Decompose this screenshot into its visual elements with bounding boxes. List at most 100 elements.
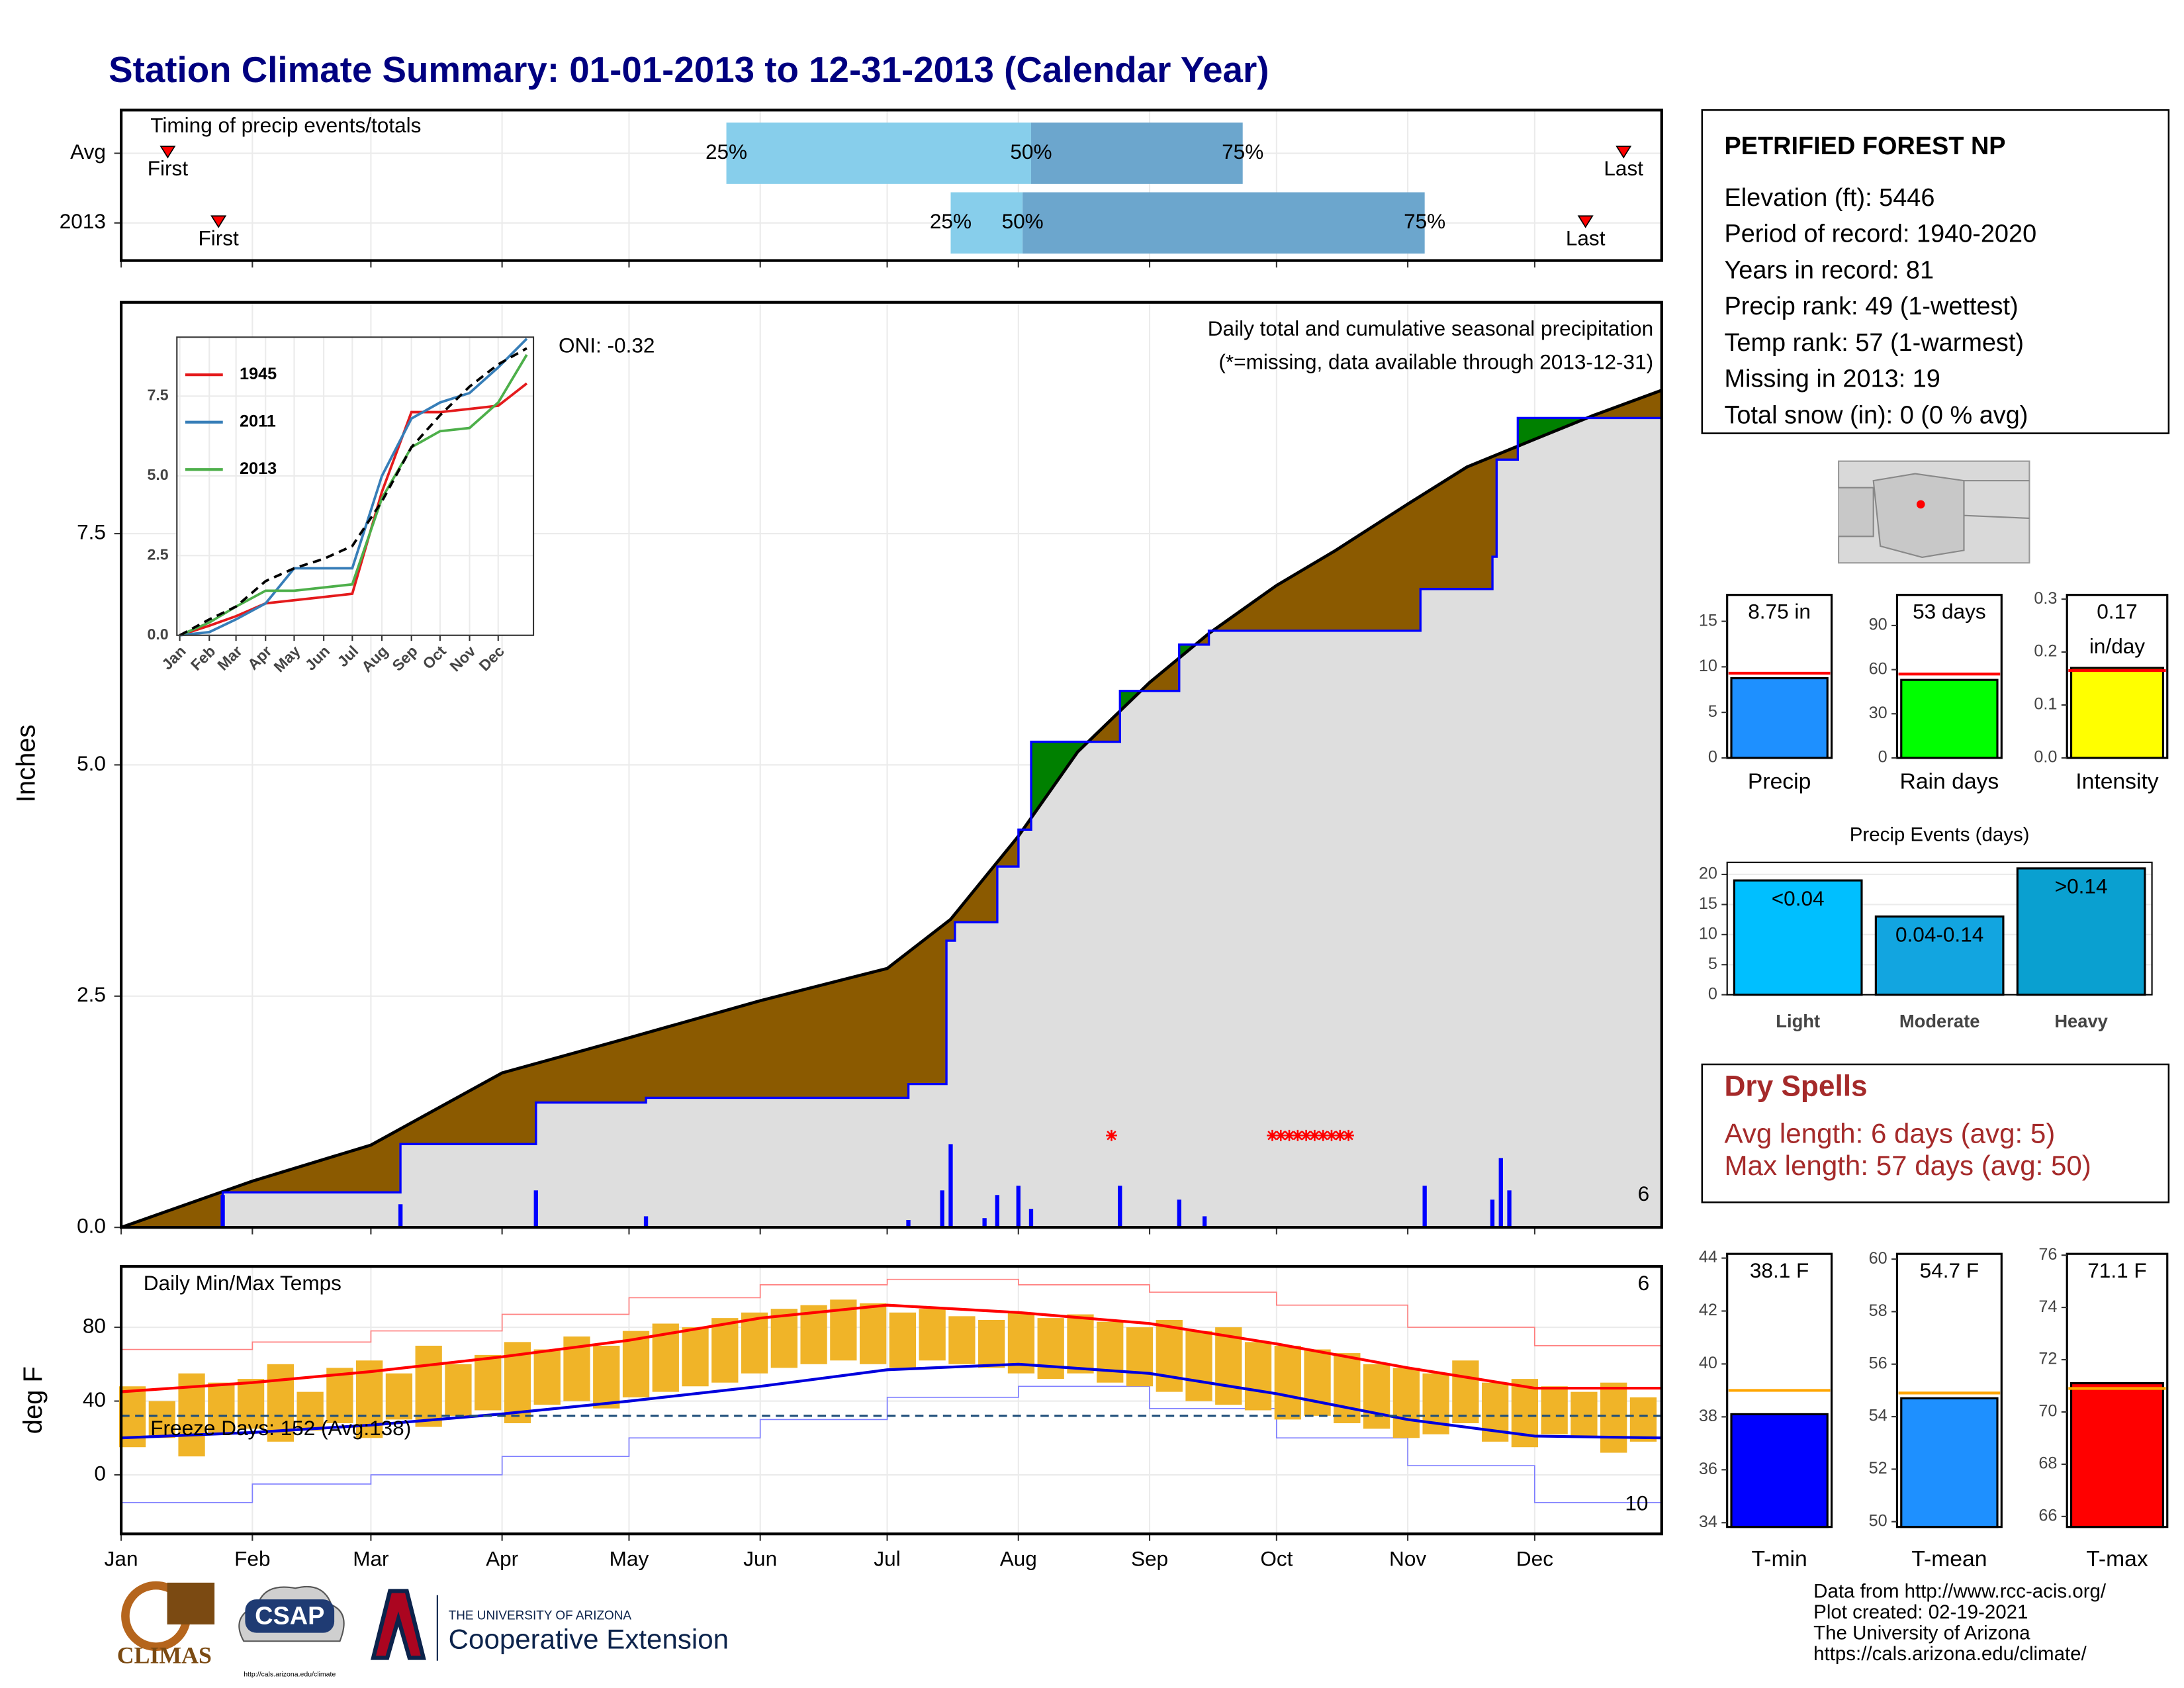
daily-bar	[398, 1204, 403, 1228]
daily-bar	[1422, 1186, 1427, 1228]
bin-label: <0.04	[1772, 886, 1825, 910]
daily-range-bar	[889, 1312, 917, 1368]
y-tick-label: 0	[94, 1461, 106, 1485]
daily-range-bar	[208, 1382, 235, 1434]
missing-marker	[1283, 1129, 1295, 1141]
series-line	[179, 338, 528, 637]
summary-bar	[1900, 1397, 1999, 1528]
value-label: 54.7 F	[1920, 1258, 1979, 1282]
y-tick-label: 80	[83, 1313, 106, 1337]
summary-bar	[2070, 1382, 2165, 1528]
y-tick-label: 7.5	[77, 520, 106, 543]
daily-range-bar	[475, 1354, 502, 1411]
dry-spells-line: Avg length: 6 days (avg: 5)	[1724, 1117, 2055, 1149]
daily-bar	[1028, 1209, 1034, 1228]
base-area	[121, 418, 1662, 1228]
chart-subtitle: (*=missing, data available through 2013-…	[1218, 350, 1653, 374]
y-tick-label: 20	[1699, 865, 1717, 883]
daily-range-bar	[978, 1319, 1005, 1368]
y-tick-label: 0.3	[2034, 589, 2057, 608]
y-tick-label: 10	[1699, 925, 1717, 943]
daily-range-bar	[919, 1309, 946, 1361]
min-count: 10	[1625, 1491, 1648, 1515]
average-line	[120, 389, 1662, 1229]
daily-range-bar	[1185, 1331, 1212, 1401]
daily-range-bar	[237, 1379, 265, 1429]
daily-bar	[1016, 1186, 1021, 1228]
quartile-label: 25%	[705, 140, 747, 164]
y-tick-label: 42	[1699, 1301, 1717, 1319]
legend-label: 2013	[240, 459, 277, 478]
event-label: Last	[1566, 226, 1606, 250]
x-axis-label: Intensity	[2075, 770, 2159, 794]
daily-bar	[906, 1220, 911, 1228]
daily-range-bar	[1097, 1321, 1124, 1383]
y-tick-label: 54	[1869, 1407, 1888, 1425]
daily-range-bar	[296, 1391, 324, 1431]
y-tick-label: 66	[2038, 1507, 2057, 1525]
dry-spells-box	[1701, 1063, 2170, 1203]
y-tick-label: 0.0	[2034, 748, 2057, 767]
y-tick-label: 68	[2038, 1454, 2057, 1473]
daily-bar	[1498, 1158, 1503, 1228]
daily-bar	[1202, 1216, 1207, 1228]
value-label: 38.1 F	[1750, 1258, 1809, 1282]
average-line	[179, 347, 527, 637]
panel-border	[119, 109, 1663, 262]
daily-range-bar	[1067, 1314, 1094, 1374]
climas-emblem	[167, 1582, 215, 1624]
x-tick-label: Jun	[743, 1547, 777, 1571]
daily-range-bar	[1244, 1342, 1272, 1411]
event-label: First	[148, 156, 189, 180]
y-tick-label: 5	[1708, 702, 1717, 721]
daily-range-bar	[1304, 1349, 1331, 1416]
daily-bar	[1118, 1186, 1122, 1228]
quartile-label: 50%	[1002, 209, 1044, 233]
station-line: Years in record: 81	[1724, 256, 1934, 284]
x-tick-label: Jan	[105, 1547, 138, 1571]
daily-range-bar	[948, 1316, 976, 1364]
y-tick-label: 76	[2038, 1245, 2057, 1264]
footer-line: The University of Arizona	[1813, 1622, 2030, 1644]
event-label: Last	[1604, 156, 1643, 180]
y-tick-label: 58	[1869, 1301, 1888, 1320]
summary-bar	[1730, 1413, 1829, 1528]
station-box	[1701, 109, 2170, 434]
missing-marker	[1308, 1129, 1320, 1141]
quartile-bar	[726, 122, 1031, 184]
station-name: PETRIFIED FOREST NP	[1724, 132, 2005, 160]
daily-range-bar	[267, 1364, 295, 1442]
daily-bar	[533, 1190, 538, 1228]
avg-min-line	[121, 1362, 1662, 1440]
daily-bar	[995, 1195, 999, 1228]
daily-range-bar	[1215, 1327, 1242, 1405]
daily-range-bar	[1363, 1364, 1390, 1429]
y-tick-label: 44	[1699, 1248, 1717, 1266]
inset-bg	[177, 337, 534, 635]
summary-bar	[1900, 679, 1999, 759]
y-tick-label: 5.0	[77, 751, 106, 775]
value-label: 71.1 F	[2087, 1258, 2146, 1282]
quartile-label: 75%	[1222, 140, 1263, 164]
legend-label: 2011	[240, 412, 276, 430]
x-tick-label: Feb	[234, 1547, 270, 1571]
missing-marker	[1326, 1129, 1338, 1141]
x-tick-label: May	[610, 1547, 649, 1571]
chart-title: Precip Events (days)	[1850, 824, 2030, 846]
x-tick-label: Apr	[486, 1547, 518, 1571]
missing-marker	[1106, 1129, 1117, 1141]
daily-bar	[1177, 1199, 1181, 1228]
y-axis-label: Inches	[12, 724, 41, 802]
chart-title: Daily Min/Max Temps	[144, 1271, 341, 1295]
record-min-line	[121, 1385, 1662, 1503]
y-tick-label: 30	[1869, 704, 1888, 722]
y-tick-label: Avg	[70, 140, 106, 164]
value-unit: in/day	[2089, 634, 2145, 658]
daily-range-bar	[622, 1331, 650, 1397]
locator-map	[1838, 460, 2030, 564]
quartile-bar	[1030, 122, 1243, 184]
y-tick-label: 52	[1869, 1459, 1888, 1477]
missing-marker	[1292, 1129, 1304, 1141]
y-tick-label: 40	[1699, 1354, 1717, 1372]
